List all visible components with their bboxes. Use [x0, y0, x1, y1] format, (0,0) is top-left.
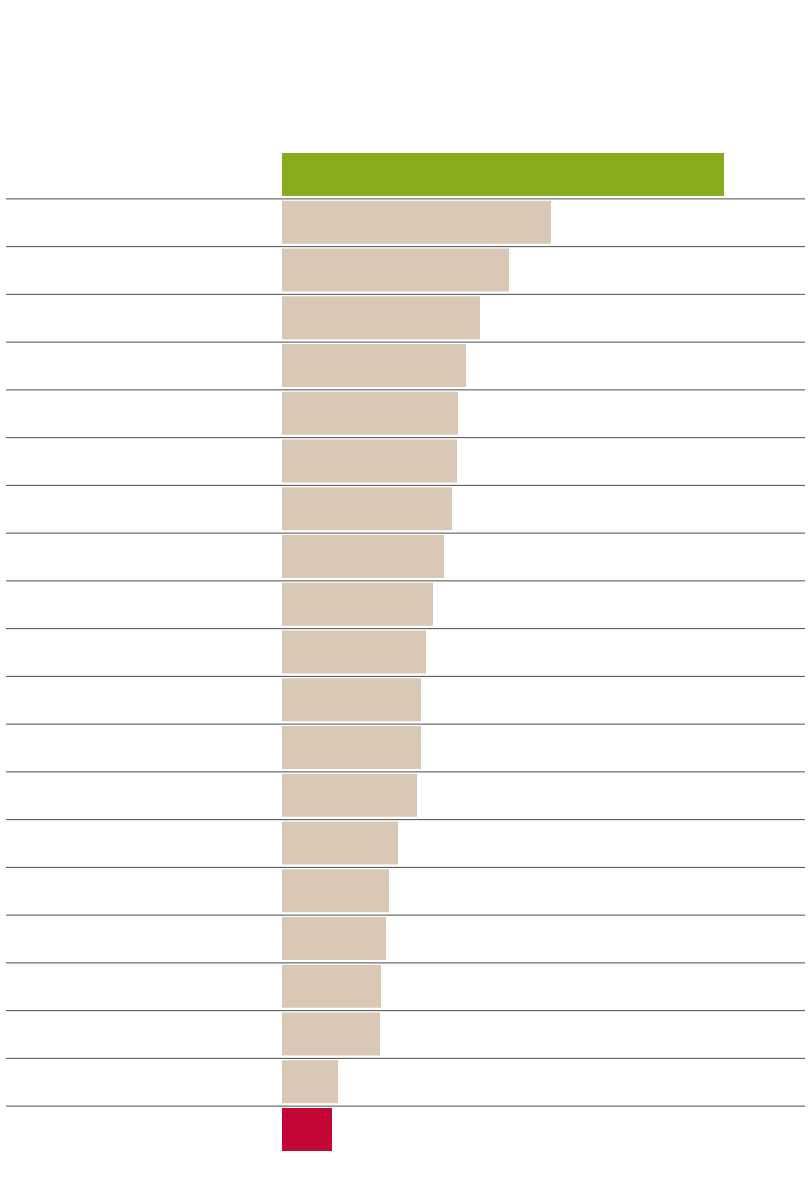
bar-16	[282, 869, 389, 913]
bars	[282, 153, 724, 1151]
bar-17	[282, 917, 386, 960]
bar-4	[282, 296, 480, 340]
bar-6	[282, 391, 458, 435]
bar-18	[282, 964, 381, 1008]
bar-3	[282, 248, 509, 292]
bar-21	[282, 1108, 332, 1151]
bar-12	[282, 678, 421, 722]
bar-11	[282, 630, 426, 674]
bar-7	[282, 439, 457, 483]
bar-1	[282, 153, 724, 196]
bar-20	[282, 1060, 338, 1104]
bar-13	[282, 726, 421, 769]
bar-5	[282, 344, 466, 387]
bar-15	[282, 821, 398, 865]
bar-14	[282, 773, 417, 817]
bar-19	[282, 1012, 380, 1056]
bar-2	[282, 200, 551, 244]
bar-10	[282, 582, 433, 626]
bar-9	[282, 535, 444, 578]
row-separators	[6, 198, 805, 1107]
bar-8	[282, 487, 452, 531]
